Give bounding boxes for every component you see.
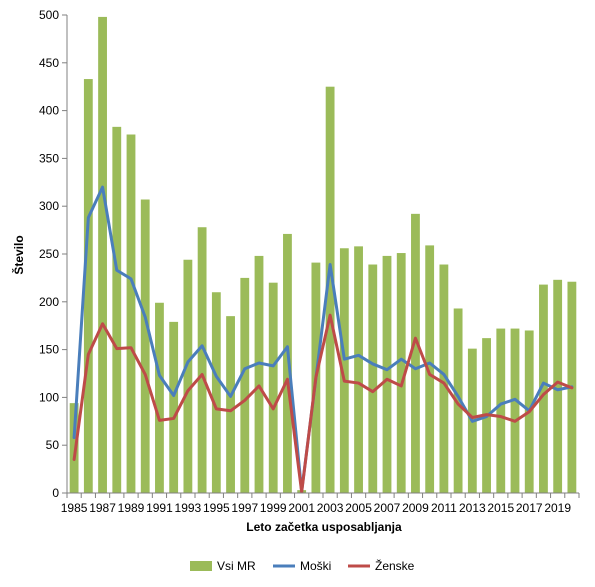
x-tick-label: 2017 bbox=[516, 501, 543, 515]
legend: Vsi MR Moški Ženske bbox=[190, 558, 415, 573]
line-series-group bbox=[72, 185, 574, 494]
y-tick-label: 450 bbox=[39, 56, 59, 70]
x-tick-label: 1999 bbox=[260, 501, 287, 515]
bar bbox=[69, 403, 79, 493]
bar bbox=[425, 245, 435, 493]
bar bbox=[496, 328, 506, 493]
bar bbox=[510, 328, 520, 493]
x-tick-label: 2003 bbox=[317, 501, 344, 515]
y-tick-label: 0 bbox=[52, 486, 59, 500]
bar bbox=[126, 134, 136, 493]
bar bbox=[83, 79, 93, 493]
legend-label: Moški bbox=[300, 559, 331, 573]
x-tick-label: 1997 bbox=[231, 501, 258, 515]
y-tick-label: 350 bbox=[39, 151, 59, 165]
legend-label: Ženske bbox=[375, 558, 415, 573]
x-tick-label: 1987 bbox=[89, 501, 116, 515]
y-tick-label: 250 bbox=[39, 247, 59, 261]
bar bbox=[553, 279, 563, 493]
bar bbox=[268, 282, 278, 493]
bar bbox=[211, 292, 221, 493]
bar bbox=[411, 213, 420, 493]
x-tick-label: 1995 bbox=[203, 501, 230, 515]
x-axis-title: Leto začetka usposabljanja bbox=[246, 520, 402, 534]
x-tick-label: 2019 bbox=[544, 501, 571, 515]
bar bbox=[254, 255, 264, 493]
bar bbox=[98, 16, 107, 494]
x-tick-label: 2013 bbox=[459, 501, 486, 515]
bar bbox=[226, 316, 235, 493]
y-tick-label: 100 bbox=[39, 390, 59, 404]
x-tick-label: 1989 bbox=[118, 501, 145, 515]
bar bbox=[354, 246, 363, 493]
bar bbox=[112, 126, 122, 494]
y-tick-label: 500 bbox=[39, 8, 59, 22]
bar bbox=[155, 302, 164, 493]
x-tick-label: 2005 bbox=[345, 501, 372, 515]
x-tick-label: 2011 bbox=[431, 501, 457, 515]
bar bbox=[240, 277, 250, 493]
bar bbox=[368, 264, 378, 493]
bar bbox=[283, 233, 292, 493]
bar bbox=[169, 321, 179, 493]
y-axis-title: Število bbox=[11, 235, 26, 274]
y-tick-label: 400 bbox=[39, 104, 59, 118]
x-tick-label: 1991 bbox=[146, 501, 173, 515]
y-tick-label: 300 bbox=[39, 199, 59, 213]
bar bbox=[325, 86, 335, 493]
bar bbox=[197, 227, 207, 493]
bar bbox=[140, 199, 150, 493]
bar bbox=[396, 253, 406, 493]
bar bbox=[183, 259, 193, 493]
series-line bbox=[72, 313, 574, 494]
bar-series-group bbox=[69, 16, 577, 494]
x-tick-label: 1993 bbox=[175, 501, 202, 515]
legend-swatch bbox=[190, 561, 212, 571]
bar bbox=[439, 264, 449, 493]
y-axis-ticks: 0 50 100 150 200 250 300 350 400 450 500 bbox=[39, 8, 67, 500]
x-tick-label: 2001 bbox=[288, 501, 315, 515]
bar bbox=[339, 248, 349, 493]
x-tick-label: 1985 bbox=[61, 501, 88, 515]
x-axis-ticks: 1985 1987 1989 1991 1993 1995 1997 1999 2001 2003… bbox=[61, 493, 580, 515]
bar bbox=[382, 255, 392, 493]
y-tick-label: 200 bbox=[39, 295, 59, 309]
x-tick-label: 2009 bbox=[402, 501, 429, 515]
x-tick-label: 2007 bbox=[374, 501, 401, 515]
bar bbox=[539, 284, 548, 493]
y-tick-label: 50 bbox=[46, 438, 60, 452]
y-tick-label: 150 bbox=[39, 343, 59, 357]
x-tick-label: 2015 bbox=[487, 501, 514, 515]
legend-label: Vsi MR bbox=[217, 559, 256, 573]
bar bbox=[453, 308, 463, 493]
